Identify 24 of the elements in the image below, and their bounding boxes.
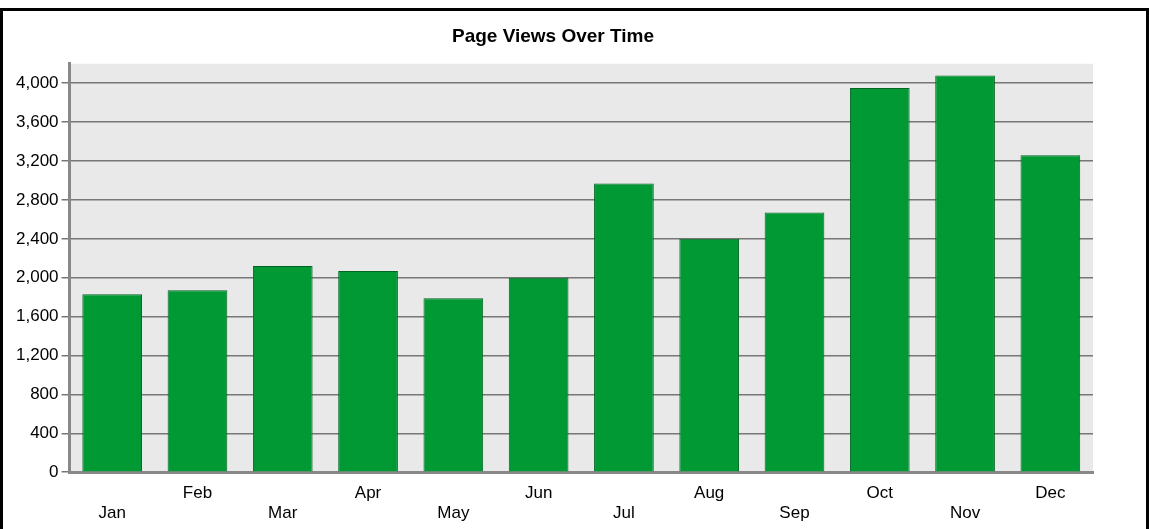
x-tick-label: Jun — [524, 483, 553, 503]
y-tick-label: 400 — [30, 422, 59, 442]
y-tick-label: 1,200 — [15, 345, 59, 365]
y-tick-label: 0 — [49, 461, 59, 481]
x-tick-label: Dec — [1035, 483, 1066, 503]
y-tick-label: 2,000 — [15, 267, 59, 287]
x-tick-label: Jan — [98, 503, 126, 523]
y-tick-label: 2,800 — [15, 189, 59, 209]
x-tick-label: Apr — [354, 483, 382, 503]
y-tick-label: 2,400 — [15, 228, 59, 248]
x-tick-label: Feb — [182, 483, 213, 503]
y-tick-label: 800 — [30, 384, 59, 404]
x-tick-label: Jul — [613, 503, 635, 523]
x-tick-label: Aug — [694, 483, 725, 503]
y-tick-label: 4,000 — [15, 72, 59, 92]
x-tick-label: Sep — [779, 503, 810, 523]
chart-title: Page Views Over Time — [451, 24, 655, 46]
y-tick-label: 1,600 — [15, 306, 59, 326]
y-tick-label: 3,600 — [15, 111, 59, 131]
x-tick-label: Nov — [949, 503, 981, 523]
y-tick-label: 3,200 — [15, 150, 59, 170]
x-tick-label: Mar — [268, 503, 298, 523]
x-tick-label: May — [437, 503, 470, 523]
x-tick-label: Oct — [866, 483, 894, 503]
